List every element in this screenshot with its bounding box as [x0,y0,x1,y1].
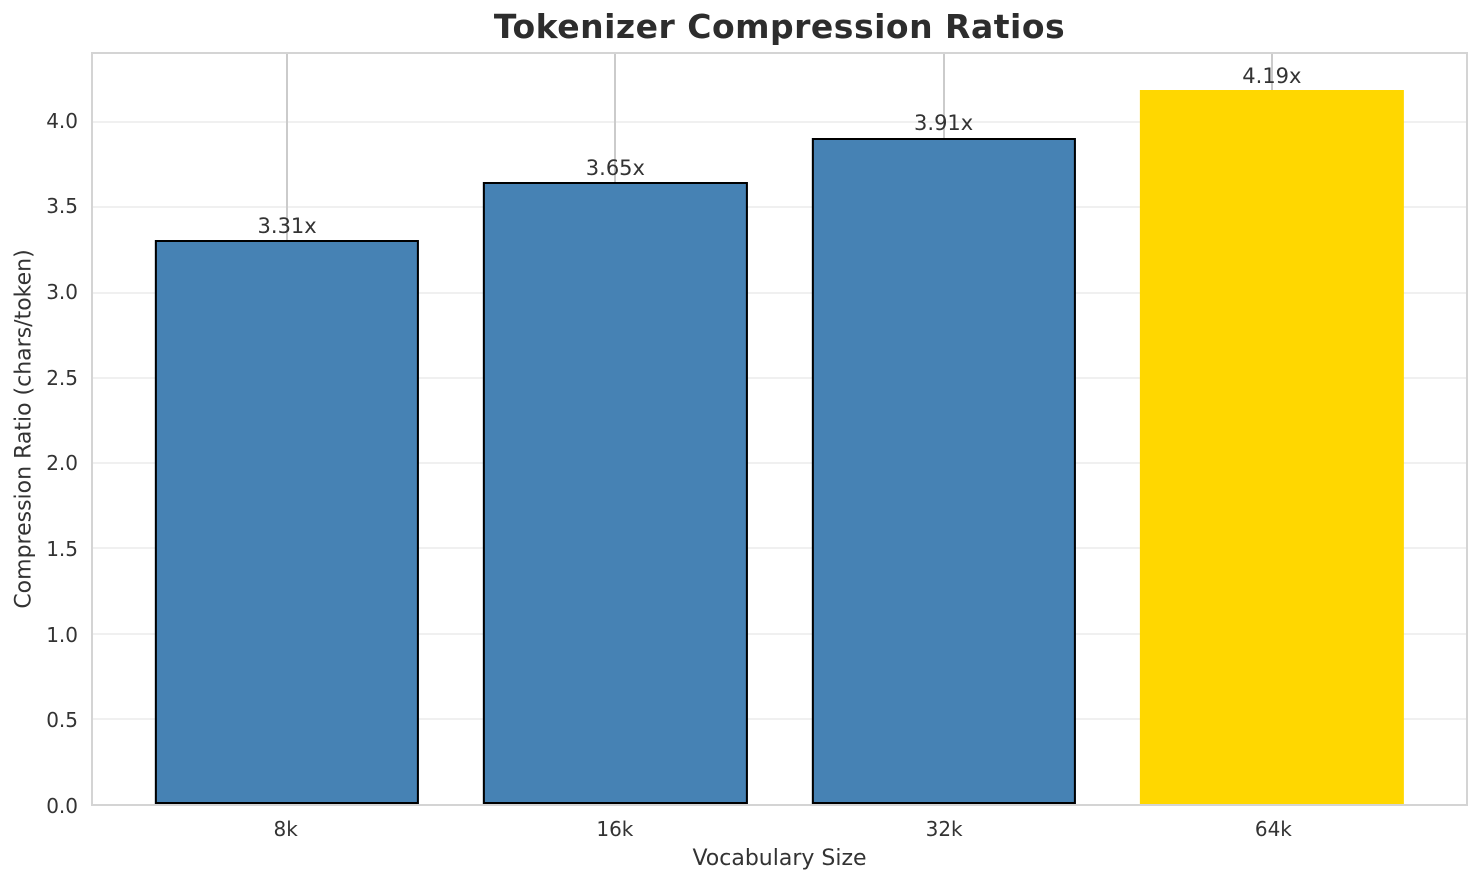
y-tick-label: 2.5 [46,365,78,390]
gridline-h [93,291,1466,294]
y-tick-label: 2.0 [46,451,78,476]
bar-32k [811,137,1076,804]
y-axis-ticks: 0.0 0.5 1.0 1.5 2.0 2.5 3.0 3.5 4.0 [0,52,78,816]
bars-layer: 3.31x 3.65x 3.91x 4.19x [123,54,1436,804]
y-tick-label: 3.0 [46,279,78,304]
bar-slot-32k: 3.91x [780,54,1108,804]
bar-value-label: 3.91x [914,111,974,136]
x-axis-ticks: 8k 16k 32k 64k [121,806,1438,842]
x-tick-label: 64k [1254,817,1292,841]
gridline-h [93,206,1466,209]
y-tick-label: 0.0 [46,794,78,818]
y-tick-label: 4.0 [46,108,78,133]
y-tick-label: 0.5 [46,708,78,733]
bar-value-label: 3.31x [257,213,317,238]
plot-area: 3.31x 3.65x 3.91x 4.19x [91,52,1468,806]
y-tick-label: 1.0 [46,622,78,647]
y-axis-label: Compression Ratio (chars/token) [11,249,37,609]
bar-value-label: 4.19x [1242,63,1302,88]
chart-title: Tokenizer Compression Ratios [493,7,1066,46]
gridline-h [93,121,1466,124]
x-tick-label: 8k [273,817,298,841]
bar-value-label: 3.65x [585,155,645,180]
bar-16k [483,181,748,804]
bar-8k [155,239,420,804]
gridline-h [93,632,1466,635]
gridline-h [93,376,1466,379]
x-axis-label: Vocabulary Size [692,846,867,871]
gridline-h [93,462,1466,465]
y-tick-label: 3.5 [46,194,78,219]
x-tick-label: 32k [925,817,963,841]
gridline-h [93,547,1466,550]
y-tick-label: 1.5 [46,536,78,561]
bar-slot-64k: 4.19x [1108,54,1436,804]
bar-slot-16k: 3.65x [451,54,779,804]
bar-slot-8k: 3.31x [123,54,451,804]
bar-64k [1139,89,1404,804]
gridline-h [93,717,1466,720]
x-tick-label: 16k [596,817,634,841]
